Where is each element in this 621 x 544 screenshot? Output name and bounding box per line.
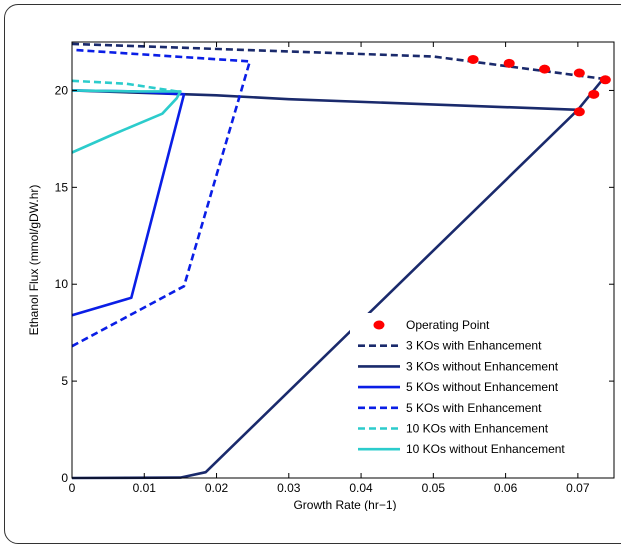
- y-axis-label: Ethanol Flux (mmol/gDW.hr): [27, 185, 41, 336]
- x-tick-label: 0: [69, 481, 76, 495]
- operating-point-4: [599, 75, 611, 85]
- ethanol-flux-chart: 0 0.01 0.02 0.03 0.04 0.05 0.06 0.07 0 5 10 15 20 Gr…: [27, 41, 615, 511]
- x-tick-label: 0.02: [205, 481, 229, 495]
- y-tick-label: 10: [55, 277, 69, 291]
- legend-label-6: 10 KOs without Enhancement: [406, 442, 565, 456]
- series-line-4: [71, 48, 252, 348]
- legend-marker-0: [373, 320, 385, 330]
- legend-label-0: Operating Point: [406, 318, 490, 332]
- legend-box: [350, 313, 608, 471]
- legend-label-2: 3 KOs without Enhancement: [406, 359, 559, 373]
- operating-point-1: [503, 58, 515, 68]
- series-line-6: [71, 89, 182, 154]
- x-tick-label: 0.04: [349, 481, 373, 495]
- series-layer: [71, 42, 611, 480]
- series-line-5: [71, 79, 177, 93]
- y-tick-label: 15: [55, 180, 69, 194]
- operating-point-3: [573, 68, 585, 78]
- y-tick-label: 0: [61, 471, 68, 485]
- y-tick-label: 20: [55, 83, 69, 97]
- x-tick-label: 0.01: [133, 481, 157, 495]
- axes-box: [71, 41, 615, 479]
- x-tick-label: 0.03: [277, 481, 301, 495]
- x-tick-label: 0.05: [422, 481, 446, 495]
- legend: Operating Point 3 KOs with Enhancement 3 K…: [350, 313, 608, 471]
- y-tick-label: 5: [61, 374, 68, 388]
- legend-label-3: 5 KOs without Enhancement: [406, 380, 559, 394]
- x-tick-label: 0.07: [566, 481, 590, 495]
- x-tick-label: 0.06: [494, 481, 518, 495]
- legend-label-1: 3 KOs with Enhancement: [406, 339, 542, 353]
- legend-label-4: 5 KOs with Enhancement: [406, 401, 542, 415]
- operating-point-6: [573, 107, 585, 117]
- x-axis-label: Growth Rate (hr−1): [293, 498, 396, 511]
- axes-layer: 0 0.01 0.02 0.03 0.04 0.05 0.06 0.07 0 5 10 15 20: [55, 41, 615, 495]
- operating-point-2: [539, 64, 551, 74]
- operating-point-0: [467, 54, 479, 64]
- legend-label-5: 10 KOs with Enhancement: [406, 422, 549, 436]
- operating-point-5: [588, 89, 600, 99]
